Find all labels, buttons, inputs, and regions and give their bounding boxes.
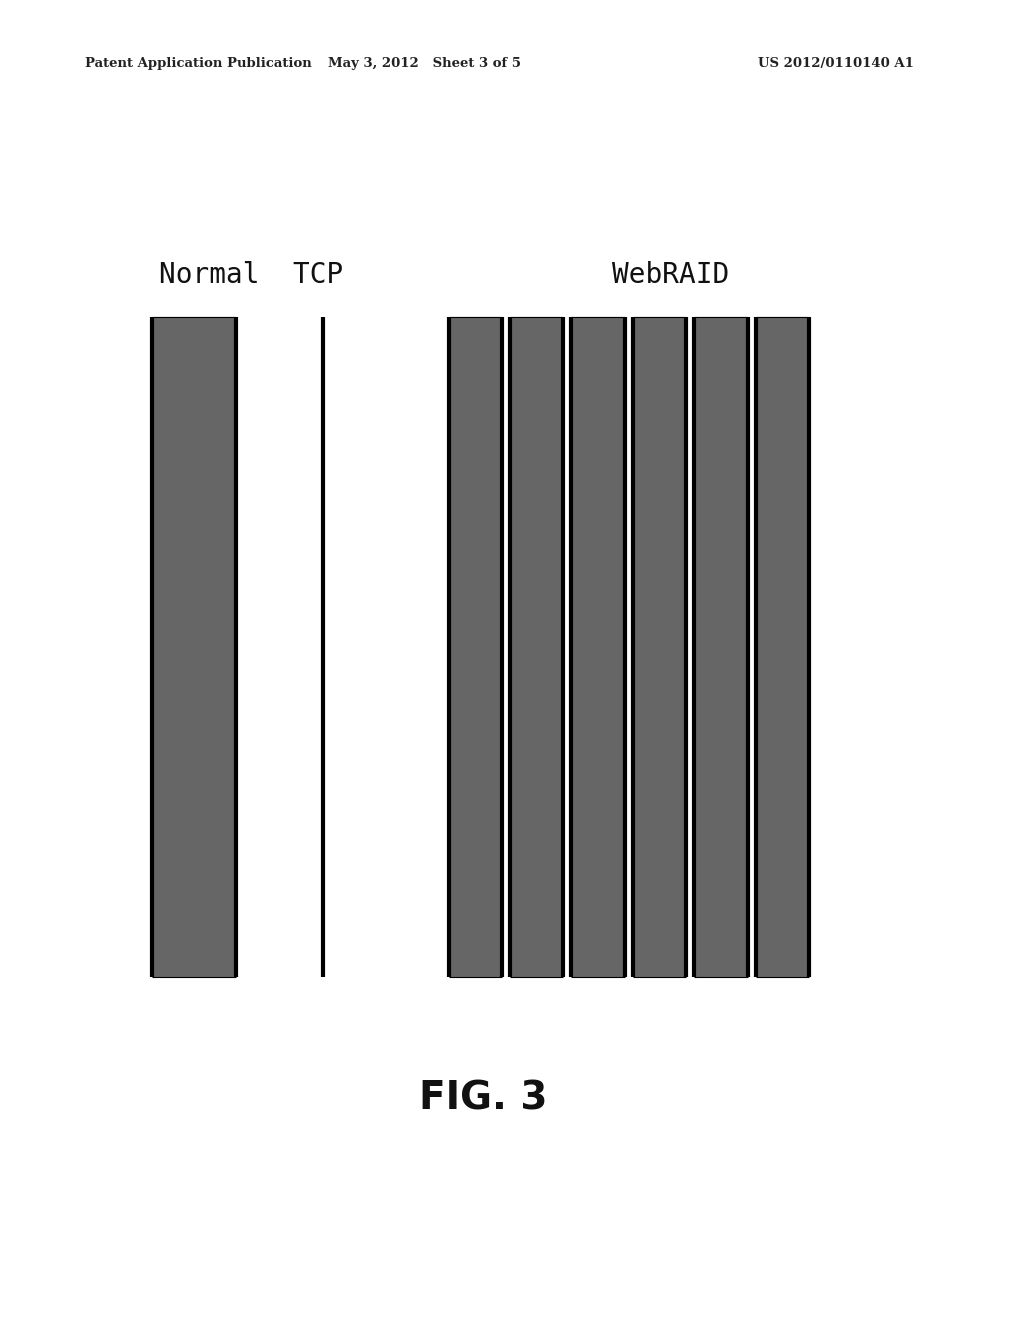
Bar [571,317,625,977]
Text: US 2012/0110140 A1: US 2012/0110140 A1 [758,57,913,70]
Bar [694,317,748,977]
Bar [449,317,502,977]
Bar [152,317,236,977]
Text: FIG. 3: FIG. 3 [419,1080,548,1117]
Text: WebRAID: WebRAID [612,260,729,289]
Bar [694,317,748,977]
Bar [449,317,502,977]
Text: May 3, 2012   Sheet 3 of 5: May 3, 2012 Sheet 3 of 5 [329,57,521,70]
Bar [756,317,809,977]
Text: Patent Application Publication: Patent Application Publication [85,57,311,70]
Bar [633,317,686,977]
Bar [633,317,686,977]
Bar [756,317,809,977]
Text: Normal  TCP: Normal TCP [159,260,343,289]
Bar [152,317,236,977]
Bar [510,317,563,977]
Bar [510,317,563,977]
Bar [571,317,625,977]
